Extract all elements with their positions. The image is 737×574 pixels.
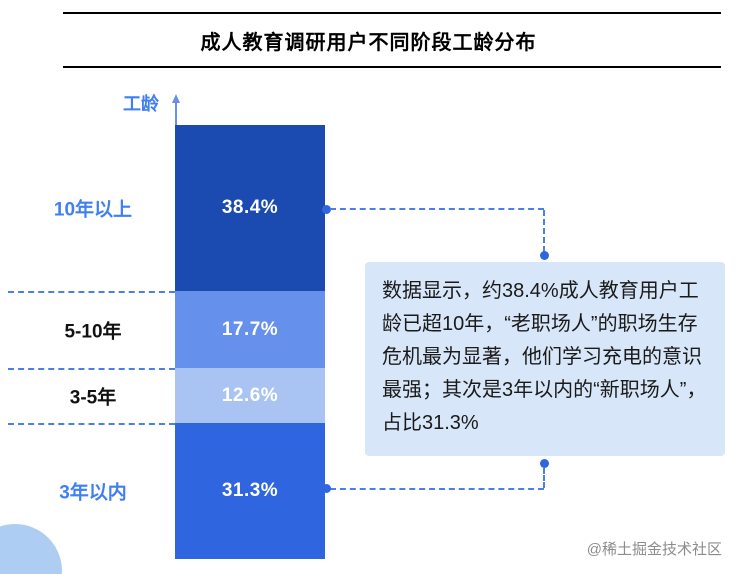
segment-divider-line — [8, 423, 175, 425]
arrow-shaft — [175, 102, 177, 127]
annotation-text: 数据显示，约38.4%成人教育用户工龄已超10年，“老职场人”的职场生存危机最为… — [382, 280, 707, 434]
bar-segment-1: 17.7% — [175, 291, 325, 368]
decorative-corner-shape — [0, 524, 62, 574]
connector-bottom-horizontal-line — [330, 488, 544, 490]
title-rule-top — [63, 12, 721, 14]
category-label-3: 3年以内 — [59, 482, 127, 504]
connector-dot-box-top — [540, 251, 549, 260]
category-label-2: 3-5年 — [69, 387, 117, 408]
stacked-bar: 38.4% 17.7% 12.6% 31.3% — [175, 125, 325, 559]
bar-segment-3: 31.3% — [175, 423, 325, 559]
bar-value-label: 12.6% — [221, 384, 279, 406]
arrow-head-icon — [172, 94, 180, 103]
connector-bottom-vertical-line — [543, 468, 545, 488]
bar-segment-0: 38.4% — [175, 125, 325, 291]
watermark: @稀土掘金技术社区 — [586, 541, 722, 558]
title-rule-bottom — [63, 66, 721, 68]
y-axis-label: 工龄 — [123, 94, 159, 114]
segment-divider-line — [8, 368, 175, 370]
bar-value-label: 17.7% — [221, 318, 279, 340]
segment-divider-line — [8, 291, 175, 293]
connector-dot-bar-bottom — [322, 484, 331, 493]
bar-value-label: 38.4% — [221, 197, 279, 218]
category-label-0: 10年以上 — [53, 199, 133, 221]
connector-top-vertical-line — [543, 210, 545, 252]
page-title: 成人教育调研用户不同阶段工龄分布 — [200, 32, 537, 54]
connector-dot-bar-top — [322, 205, 331, 214]
category-label-1: 5-10年 — [64, 321, 122, 342]
y-axis-arrow-icon — [172, 94, 180, 128]
annotation-box: 数据显示，约38.4%成人教育用户工龄已超10年，“老职场人”的职场生存危机最为… — [365, 262, 725, 456]
connector-top-horizontal-line — [330, 208, 544, 210]
bar-value-label: 31.3% — [221, 480, 279, 501]
bar-segment-2: 12.6% — [175, 368, 325, 423]
connector-dot-box-bottom — [540, 459, 549, 468]
